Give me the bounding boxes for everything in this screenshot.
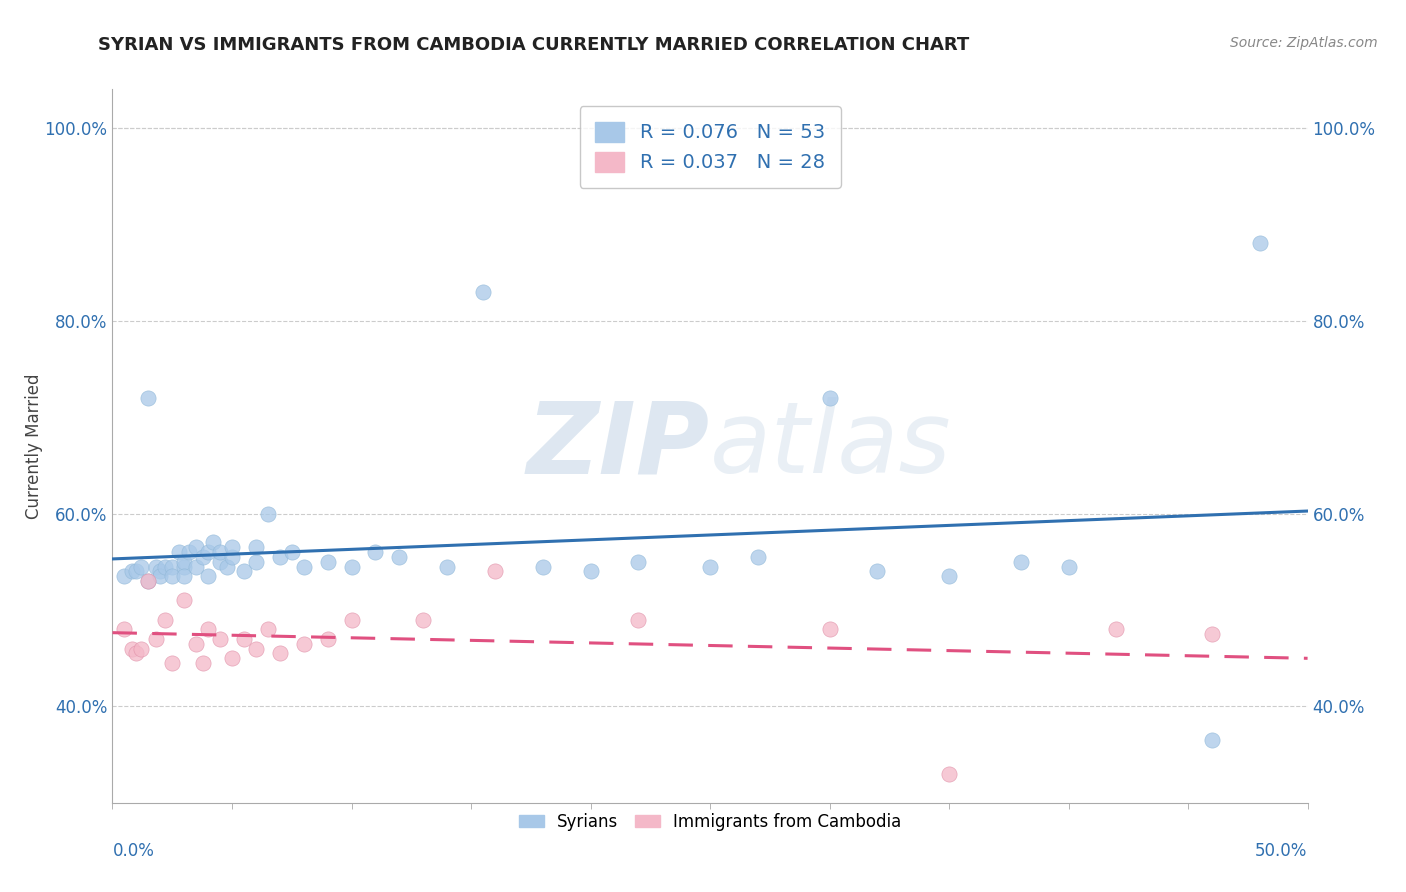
Point [145,559,167,574]
Point [1201,733,1223,747]
Text: 0.0%: 0.0% [112,842,155,860]
Text: Source: ZipAtlas.com: Source: ZipAtlas.com [1230,36,1378,50]
Point [169,545,191,559]
Legend: Syrians, Immigrants from Cambodia: Syrians, Immigrants from Cambodia [512,806,908,838]
Point [484,565,506,579]
Y-axis label: Currently Married: Currently Married [24,373,42,519]
Point [149,569,172,583]
Point [125,565,148,579]
Point [245,641,267,656]
Point [281,545,304,559]
Point [938,767,960,781]
Point [173,593,195,607]
Text: 50.0%: 50.0% [1256,842,1308,860]
Point [1105,622,1128,636]
Point [1201,627,1223,641]
Point [388,549,411,564]
Point [177,545,200,559]
Point [866,565,889,579]
Point [197,622,219,636]
Point [257,622,280,636]
Point [193,656,215,670]
Point [221,651,243,665]
Point [162,656,183,670]
Point [138,574,160,588]
Point [217,559,239,574]
Point [162,569,183,583]
Point [173,555,195,569]
Point [197,545,219,559]
Point [316,555,339,569]
Point [125,646,148,660]
Point [149,565,172,579]
Point [221,541,243,555]
Point [340,613,363,627]
Point [1249,236,1271,251]
Point [121,641,143,656]
Point [436,559,458,574]
Point [162,559,183,574]
Point [1010,555,1032,569]
Point [233,565,256,579]
Text: SYRIAN VS IMMIGRANTS FROM CAMBODIA CURRENTLY MARRIED CORRELATION CHART: SYRIAN VS IMMIGRANTS FROM CAMBODIA CURRE… [98,36,970,54]
Point [747,549,769,564]
Point [138,391,160,405]
Text: ZIP: ZIP [527,398,710,494]
Point [153,613,176,627]
Point [818,622,841,636]
Point [114,622,135,636]
Point [531,559,554,574]
Point [292,559,315,574]
Point [209,632,232,646]
Point [257,507,280,521]
Point [173,559,195,574]
Point [1057,559,1080,574]
Point [201,535,224,549]
Point [364,545,387,559]
Point [186,637,208,651]
Point [316,632,339,646]
Point [818,391,841,405]
Point [269,549,291,564]
Point [412,613,434,627]
Point [121,565,143,579]
Point [245,541,267,555]
Point [472,285,495,299]
Point [627,555,650,569]
Point [292,637,315,651]
Point [129,559,152,574]
Point [186,559,208,574]
Point [153,559,176,574]
Text: atlas: atlas [710,398,952,494]
Point [197,569,219,583]
Point [340,559,363,574]
Point [269,646,291,660]
Point [627,613,650,627]
Point [938,569,960,583]
Point [209,545,232,559]
Point [186,541,208,555]
Point [233,632,256,646]
Point [579,565,602,579]
Point [245,555,267,569]
Point [145,632,167,646]
Point [173,569,195,583]
Point [114,569,135,583]
Point [138,574,160,588]
Point [209,555,232,569]
Point [699,559,721,574]
Point [193,549,215,564]
Point [129,641,152,656]
Point [221,549,243,564]
